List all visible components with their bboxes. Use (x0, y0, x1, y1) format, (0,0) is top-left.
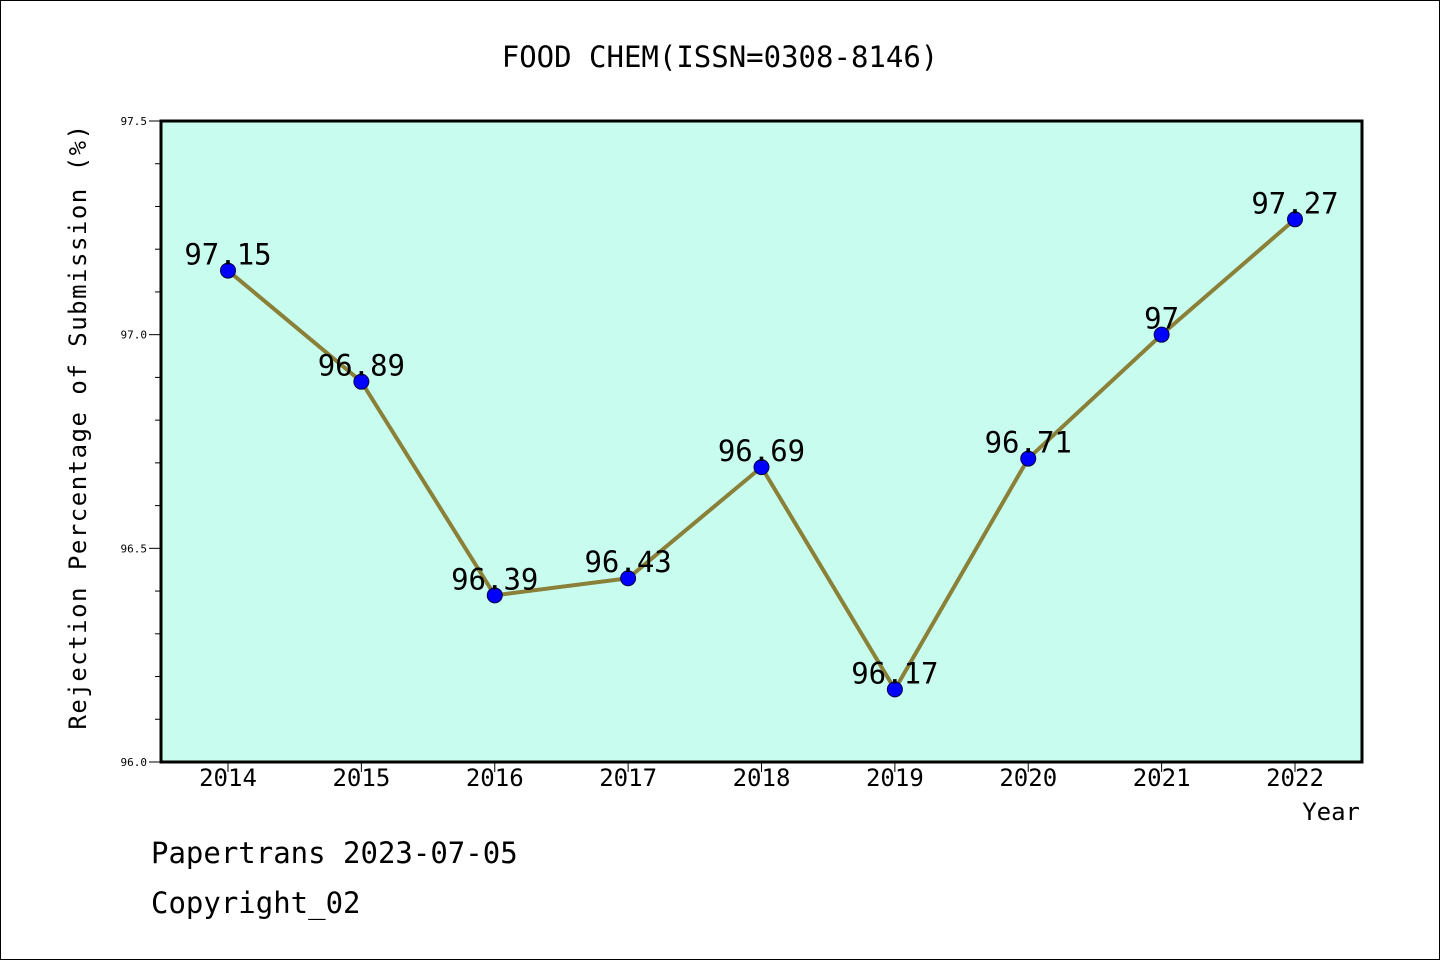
x-axis-label: Year (1302, 798, 1360, 826)
x-tick-label: 2022 (1266, 764, 1324, 792)
x-tick-label: 2019 (866, 764, 924, 792)
y-tick-label: 96.5 (121, 542, 148, 555)
data-label: 96.71 (985, 426, 1072, 460)
data-label: 96.39 (451, 562, 538, 596)
copyright-text: Copyright_02 (151, 886, 361, 920)
data-point-marker (620, 570, 637, 587)
y-tick-label: 96.0 (121, 756, 148, 769)
chart-title: FOOD CHEM(ISSN=0308-8146) (502, 40, 939, 74)
x-tick-label: 2020 (999, 764, 1057, 792)
data-point-marker (220, 262, 236, 279)
data-point-marker (1020, 450, 1037, 467)
data-label: 96.89 (318, 349, 405, 383)
x-tick-label: 2018 (733, 764, 791, 792)
x-tick-label: 2017 (599, 764, 657, 792)
x-tick-label: 2021 (1133, 764, 1191, 792)
data-label: 97 (1144, 302, 1179, 336)
x-tick-label: 2016 (466, 764, 524, 792)
data-point-marker (486, 587, 503, 604)
data-label: 97.15 (184, 238, 271, 272)
data-point-marker (1287, 211, 1303, 228)
data-label: 96.69 (718, 434, 805, 468)
y-tick-label: 97.5 (121, 115, 148, 128)
y-tick-label: 97.0 (121, 329, 148, 342)
x-tick-label: 2014 (199, 764, 257, 792)
plot-border (159, 119, 1364, 764)
data-point-marker (1153, 326, 1170, 343)
data-point-marker (886, 681, 903, 698)
x-tick-label: 2015 (332, 764, 390, 792)
y-axis-label: Rejection Percentage of Submission (%) (64, 123, 92, 729)
data-label: 96.43 (584, 545, 671, 579)
plot-area (161, 121, 1362, 762)
data-label: 97.27 (1251, 186, 1338, 220)
watermark-text: Papertrans 2023-07-05 (151, 836, 518, 870)
data-label: 96.17 (851, 656, 938, 690)
data-point-marker (753, 459, 770, 476)
data-point-marker (353, 373, 370, 390)
